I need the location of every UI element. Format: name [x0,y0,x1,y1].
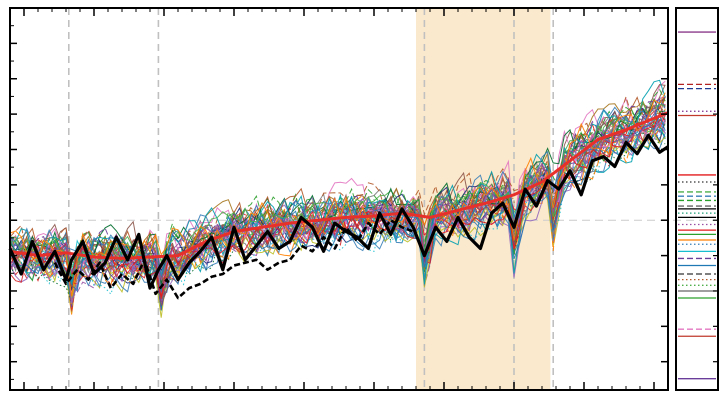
ensemble-member-line [9,96,666,281]
ensemble-member-line [9,114,666,293]
observations-layer [8,133,669,300]
marginal-panel [675,7,719,391]
event-lines-layer [68,8,555,390]
marginal-frame [675,7,719,391]
observations-dashed-line [53,218,414,300]
axes-layer [9,7,669,391]
ensemble-mean-line [9,111,669,260]
ensemble-member-line [9,120,666,313]
ensemble-member-line [9,118,666,300]
plot-frame [9,7,669,391]
ensemble-mean-layer [9,111,669,260]
observations-line [8,133,669,290]
